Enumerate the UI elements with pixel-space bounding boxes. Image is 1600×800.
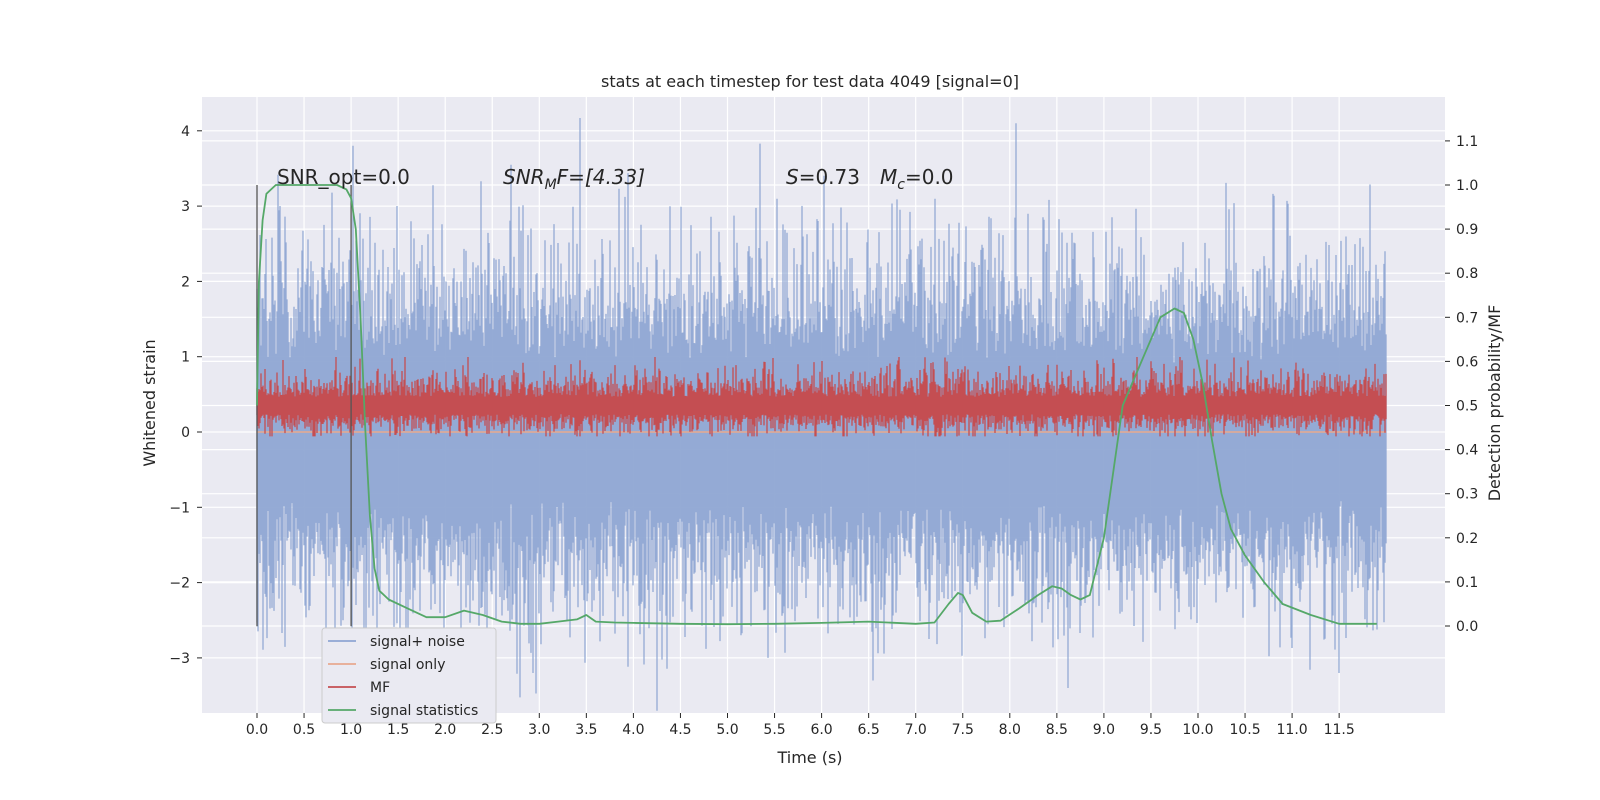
x-tick-label: 6.0 <box>810 722 832 738</box>
y-right-tick-label: 0.1 <box>1456 575 1478 591</box>
y-right-tick-label: 0.4 <box>1456 443 1478 459</box>
legend-label-signal-statistics: signal statistics <box>370 703 478 719</box>
x-tick-label: 11.5 <box>1324 722 1355 738</box>
y-right-tick-label: 1.1 <box>1456 134 1478 150</box>
y-left-tick-label: 3 <box>181 199 190 215</box>
y-right-tick-label: 0.2 <box>1456 531 1478 547</box>
legend-box <box>321 627 497 724</box>
x-tick-label: 9.5 <box>1140 722 1162 738</box>
x-tick-label: 0.5 <box>293 722 315 738</box>
y-left-tick-label: −2 <box>169 576 190 592</box>
legend-label-signal-noise: signal+ noise <box>370 634 465 650</box>
x-tick-label: 4.5 <box>669 722 691 738</box>
y-right-tick-label: 0.9 <box>1456 222 1478 238</box>
annotation-snr-opt: SNR_opt=0.0 <box>277 165 410 189</box>
legend-label-signal-only: signal only <box>370 657 445 673</box>
x-tick-label: 11.0 <box>1277 722 1308 738</box>
y-axis-left-label: Whitened strain <box>140 339 159 466</box>
x-tick-label: 10.5 <box>1229 722 1260 738</box>
x-tick-label: 3.5 <box>575 722 597 738</box>
x-tick-label: 5.0 <box>716 722 738 738</box>
y-right-tick-label: 0.8 <box>1456 266 1478 282</box>
x-tick-label: 2.5 <box>481 722 503 738</box>
annotation-s-mc: S=0.73 Mc=0.0 <box>786 165 954 193</box>
x-tick-label: 7.5 <box>952 722 974 738</box>
y-right-tick-label: 0.6 <box>1456 354 1478 370</box>
x-tick-label: 2.0 <box>434 722 456 738</box>
y-left-tick-label: −3 <box>169 651 190 667</box>
x-tick-label: 5.5 <box>763 722 785 738</box>
chart-title: stats at each timestep for test data 404… <box>601 72 1019 91</box>
x-tick-label: 4.0 <box>622 722 644 738</box>
x-tick-label: 0.0 <box>246 722 268 738</box>
x-tick-label: 1.0 <box>340 722 362 738</box>
x-tick-label: 1.5 <box>387 722 409 738</box>
y-right-tick-label: 0.3 <box>1456 487 1478 503</box>
y-left-tick-label: −1 <box>169 500 190 516</box>
x-tick-label: 6.5 <box>858 722 880 738</box>
axis-ticks: 0.0 0.5 1.0 1.5 2.0 2.5 3.0 3.5 4.0 4.5 5.0 5.5 6.0 6… <box>169 124 1478 738</box>
x-tick-label: 9.0 <box>1093 722 1115 738</box>
x-tick-label: 8.0 <box>999 722 1021 738</box>
legend: signal+ noise signal only MF signal stat… <box>321 627 497 724</box>
y-right-tick-label: 0.5 <box>1456 399 1478 415</box>
x-tick-label: 10.0 <box>1182 722 1213 738</box>
x-axis-label: Time (s) <box>776 748 842 767</box>
y-left-tick-label: 4 <box>181 124 190 140</box>
y-right-tick-label: 1.0 <box>1456 178 1478 194</box>
y-left-tick-label: 2 <box>181 274 190 290</box>
x-tick-label: 3.0 <box>528 722 550 738</box>
y-right-tick-label: 0.0 <box>1456 619 1478 635</box>
annotation-snr-mf: SNRMF=[4.33] <box>503 165 645 193</box>
y-right-tick-label: 0.7 <box>1456 310 1478 326</box>
y-axis-right-label: Detection probability/MF <box>1485 305 1504 502</box>
y-left-tick-label: 1 <box>181 350 190 366</box>
x-tick-label: 7.0 <box>905 722 927 738</box>
y-left-tick-label: 0 <box>181 425 190 441</box>
legend-label-mf: MF <box>370 680 390 696</box>
window-markers <box>256 185 352 627</box>
series-signal-statistics <box>256 184 1377 626</box>
signal-statistics-line <box>256 184 1377 626</box>
x-tick-label: 8.5 <box>1046 722 1068 738</box>
